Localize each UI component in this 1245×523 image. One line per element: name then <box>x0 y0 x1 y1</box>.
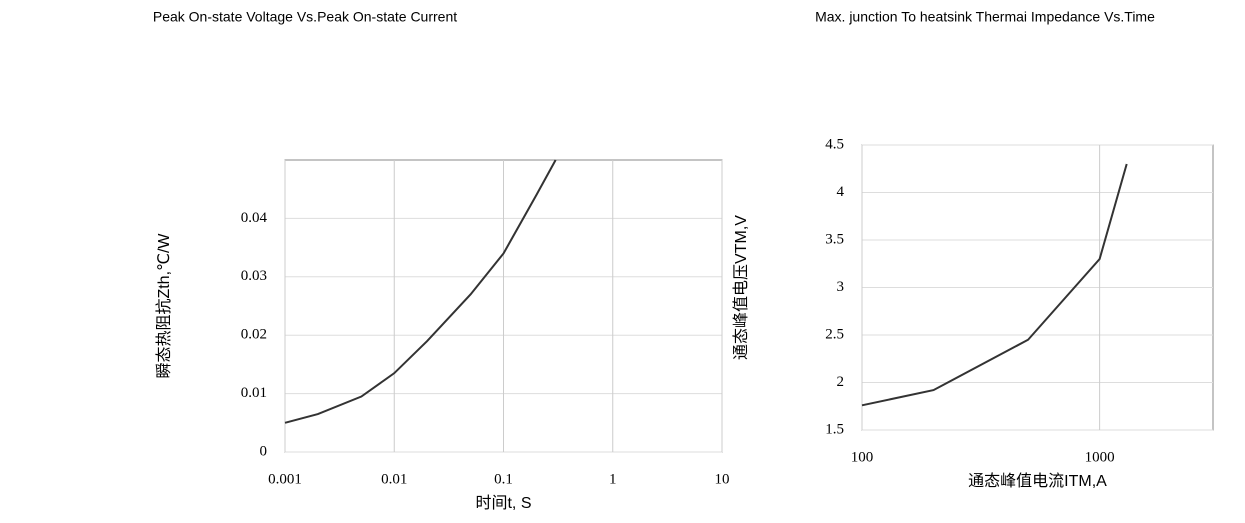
chart-title: Peak On-state Voltage Vs.Peak On-state C… <box>153 9 457 25</box>
chart-title: Max. junction To heatsink Thermai Impeda… <box>815 9 1155 25</box>
y-tick-label: 0.02 <box>241 327 267 343</box>
y-tick-label: 4.5 <box>825 136 844 152</box>
y-tick-label: 2 <box>837 374 845 390</box>
y-tick-label: 3 <box>837 279 845 295</box>
x-tick-label: 1000 <box>1085 449 1115 465</box>
y-axis-label: 瞬态热阻抗Zth,℃/W <box>155 233 173 379</box>
y-tick-label: 1.5 <box>825 421 844 437</box>
curve <box>861 163 1128 407</box>
x-tick-label: 0.001 <box>268 471 302 487</box>
x-tick-label: 100 <box>851 449 874 465</box>
x-tick-label: 10 <box>715 471 730 487</box>
y-axis-label: 通态峰值电压VTM,V <box>732 215 750 360</box>
y-tick-label: 4 <box>837 184 845 200</box>
x-tick-label: 1 <box>609 471 617 487</box>
x-axis-label: 时间t, S <box>475 494 531 512</box>
y-tick-label: 0.01 <box>241 385 267 401</box>
y-tick-label: 3.5 <box>825 231 844 247</box>
x-tick-label: 0.01 <box>381 471 407 487</box>
y-tick-label: 0 <box>260 443 268 459</box>
y-tick-label: 2.5 <box>825 326 844 342</box>
curve <box>284 159 557 424</box>
y-tick-label: 0.03 <box>241 268 267 284</box>
x-tick-label: 0.1 <box>494 471 513 487</box>
y-tick-label: 0.04 <box>241 210 268 226</box>
x-axis-label: 通态峰值电流ITM,A <box>968 472 1107 490</box>
